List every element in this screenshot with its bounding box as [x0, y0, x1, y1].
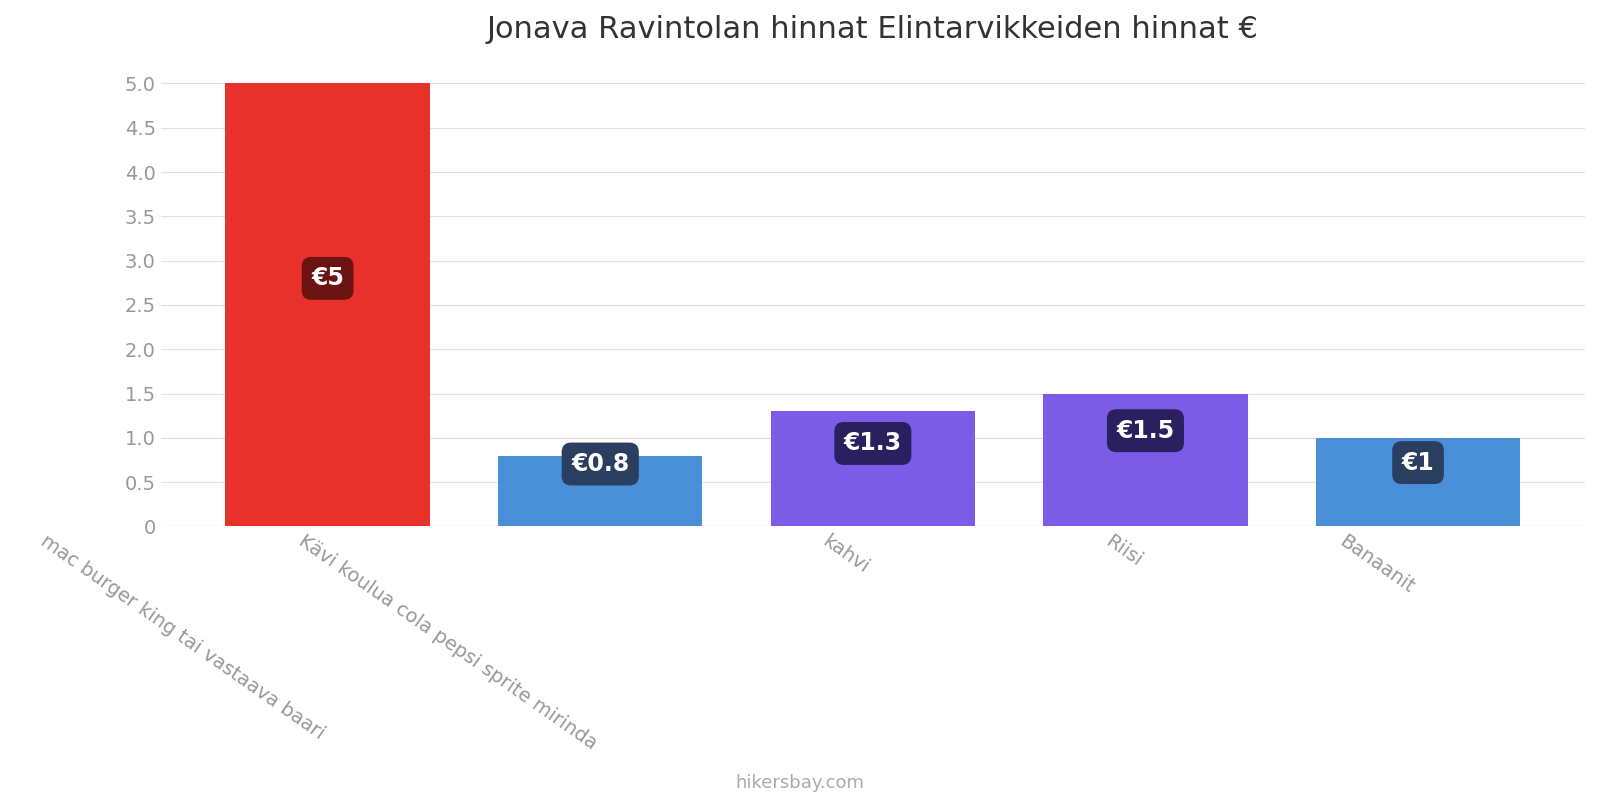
Bar — [771, 411, 974, 526]
Text: hikersbay.com: hikersbay.com — [736, 774, 864, 792]
Text: €0.8: €0.8 — [571, 452, 629, 476]
Text: €1.3: €1.3 — [843, 431, 902, 455]
Bar — [1315, 438, 1520, 526]
Bar — [1043, 394, 1248, 526]
Text: €1.5: €1.5 — [1117, 418, 1174, 442]
Bar — [498, 455, 702, 526]
Text: €5: €5 — [312, 266, 344, 290]
Text: €1: €1 — [1402, 450, 1435, 474]
Bar — [226, 83, 430, 526]
Title: Jonava Ravintolan hinnat Elintarvikkeiden hinnat €: Jonava Ravintolan hinnat Elintarvikkeide… — [486, 15, 1259, 44]
